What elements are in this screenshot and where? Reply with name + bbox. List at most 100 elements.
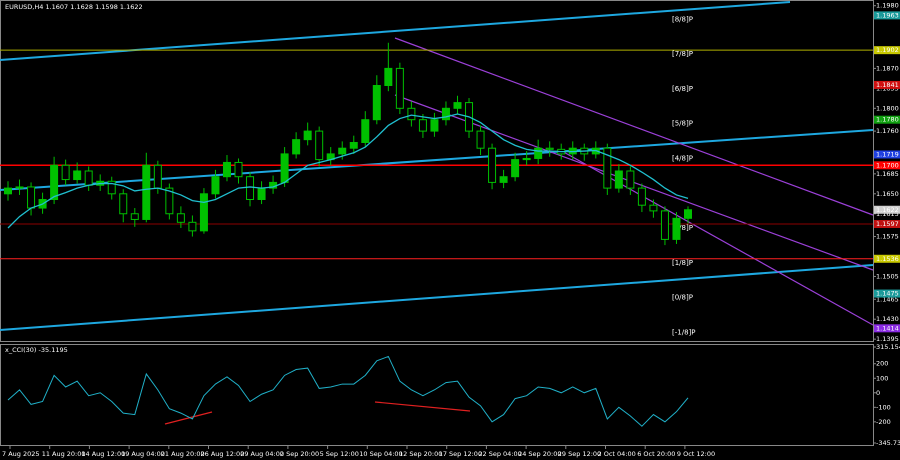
candle-body	[165, 187, 174, 215]
indicator-tick-label: -345.7354	[876, 439, 900, 447]
level-tag	[874, 220, 900, 229]
candle-body	[130, 213, 139, 220]
x-tick-label: 9 Oct 12:00	[677, 450, 715, 458]
level-name: [6/8]P	[672, 85, 693, 93]
candle-body	[672, 217, 681, 240]
candle-body	[303, 130, 312, 141]
moving-average	[7, 113, 689, 229]
candle-body	[84, 170, 93, 186]
candle-body	[246, 176, 255, 200]
last-price-tag	[874, 205, 900, 214]
level-tag	[874, 289, 900, 298]
candle-body	[176, 213, 185, 223]
x-tick-label: 12 Sep 20:00	[399, 450, 442, 458]
candle-body	[280, 153, 289, 183]
level-tag-label: 1.1597	[876, 220, 899, 228]
candle-body	[614, 170, 623, 189]
y-tick-label: 1.1575	[876, 233, 899, 241]
level-tag	[874, 46, 900, 55]
symbol: EURUSD,H4	[5, 3, 43, 11]
x-tick-label: 26 Aug 12:00	[201, 450, 245, 458]
candle-body	[522, 157, 531, 161]
resistance-tag-label: 1.1700	[876, 161, 899, 169]
x-tick-label: 2 Sep 20:00	[280, 450, 319, 458]
y-tick-label: 1.1800	[876, 104, 899, 112]
candle-body	[626, 170, 635, 189]
y-tick-label: 1.1465	[876, 295, 899, 303]
indicator-tick-label: -100	[876, 403, 891, 411]
x-tick-label: 10 Sep 04:00	[359, 450, 402, 458]
x-tick-label: 24 Sep 20:00	[518, 450, 561, 458]
candle-body	[361, 119, 370, 143]
candle-body	[73, 170, 82, 181]
candle-body	[418, 119, 427, 132]
level-tag-label: 1.1414	[876, 324, 899, 332]
level-tag-label: 1.1475	[876, 290, 899, 298]
level-tag	[874, 150, 900, 159]
last-price-label: 1.1622	[876, 206, 899, 214]
level-tag	[874, 324, 900, 333]
y-tick-label: 1.1685	[876, 170, 899, 178]
y-tick-label: 1.1650	[876, 190, 899, 198]
divergence-line	[374, 401, 471, 412]
candle-body	[292, 139, 301, 155]
x-tick-label: 22 Sep 04:00	[478, 450, 521, 458]
candle-body	[499, 176, 508, 183]
x-tick-label: 17 Sep 12:00	[439, 450, 482, 458]
candle-body	[15, 186, 24, 189]
candle-body	[660, 210, 669, 240]
x-tick-label: 11 Aug 20:00	[42, 450, 86, 458]
y-tick-label: 1.1430	[876, 315, 899, 323]
level-tag-label: 1.1780	[876, 116, 899, 124]
level-tag	[874, 11, 900, 20]
x-tick-label: 29 Sep 12:00	[558, 450, 601, 458]
candle-body	[142, 164, 151, 220]
candle-body	[199, 193, 208, 232]
x-tick-label: 5 Sep 12:00	[320, 450, 359, 458]
candle-body	[637, 187, 646, 206]
candle-body	[27, 186, 36, 209]
candle-body	[395, 67, 404, 109]
indicator-title: x_CCI(30) -35.1195	[5, 346, 68, 354]
x-tick-label: 29 Aug 04:00	[240, 450, 284, 458]
channel-line	[394, 37, 874, 216]
last-low: 1.1598	[95, 3, 118, 11]
level-tag	[874, 115, 900, 124]
x-tick-label: 6 Oct 20:00	[637, 450, 675, 458]
candle-body	[545, 147, 554, 150]
indicator-tick-label: 200	[876, 360, 888, 368]
x-tick-label: 19 Aug 04:00	[121, 450, 165, 458]
x-tick-label: 7 Aug 2025	[2, 450, 40, 458]
level-name: [7/8]P	[672, 50, 693, 58]
y-tick-label: 1.1505	[876, 272, 899, 280]
candle-body	[338, 147, 347, 155]
candle-body	[407, 107, 416, 121]
last-close: 1.1622	[120, 3, 143, 11]
trend-line	[0, 264, 874, 331]
candle-body	[315, 130, 324, 161]
candle-body	[488, 147, 497, 183]
last-open: 1.1607	[45, 3, 68, 11]
candle-body	[476, 130, 485, 149]
candle-body	[222, 161, 231, 178]
candle-body	[188, 221, 197, 232]
candle-body	[257, 187, 266, 201]
level-name: [1/8]P	[672, 259, 693, 267]
indicator-name: x_CCI(30)	[5, 346, 36, 354]
candle-body	[50, 164, 59, 201]
level-name: [2/8]P	[672, 224, 693, 232]
channel-line	[559, 149, 874, 326]
chart-title: EURUSD,H4 1.1607 1.1628 1.1598 1.1622	[5, 3, 143, 11]
level-tag-label: 1.1963	[876, 11, 899, 19]
y-tick-label: 1.1760	[876, 127, 899, 135]
level-tag-label: 1.1902	[876, 46, 899, 54]
level-tag	[874, 80, 900, 89]
candle-body	[211, 176, 220, 195]
candle-body	[234, 161, 243, 178]
candle-body	[107, 180, 116, 195]
level-tag	[874, 254, 900, 263]
level-tag-label: 1.1719	[876, 150, 899, 158]
candle-body	[4, 187, 12, 195]
